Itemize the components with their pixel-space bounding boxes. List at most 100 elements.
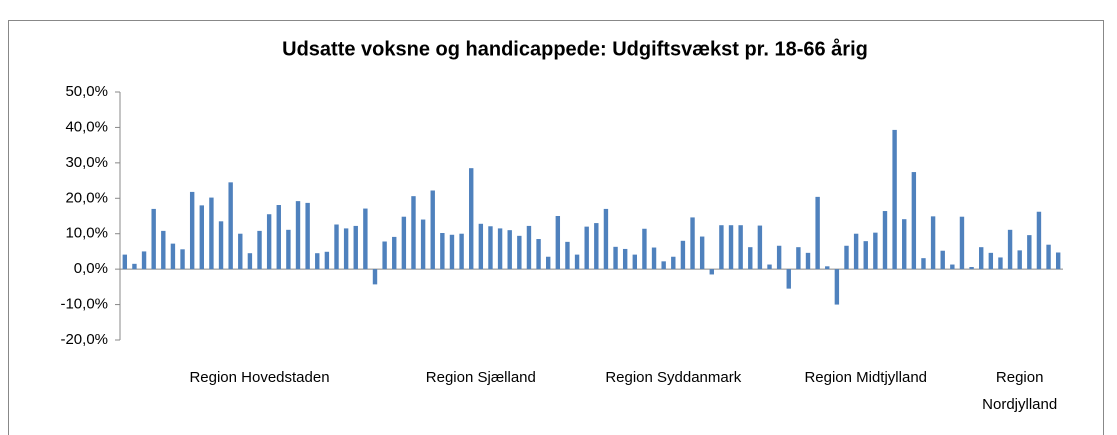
bar [517, 235, 522, 270]
bar [440, 233, 445, 270]
bar [545, 256, 551, 270]
bar [189, 191, 195, 270]
bar [218, 221, 224, 270]
bar [122, 254, 128, 270]
bar [305, 202, 310, 270]
y-tick-label: 40,0% [65, 118, 108, 135]
bar [796, 247, 801, 270]
bar [401, 216, 407, 270]
bar [372, 269, 378, 285]
bar [632, 254, 638, 270]
bar [902, 219, 907, 270]
bar [507, 230, 512, 270]
bar [873, 232, 878, 270]
bar [132, 263, 137, 270]
bar [699, 236, 705, 270]
bar [488, 226, 493, 270]
bar [478, 223, 484, 270]
x-tick-label: Region Sjælland [425, 369, 536, 386]
bar [555, 216, 561, 270]
bar [151, 208, 156, 270]
bar [680, 240, 686, 270]
bar [757, 225, 763, 270]
bar [286, 229, 291, 270]
bar [834, 269, 840, 305]
bar [748, 247, 753, 270]
y-tick-label: 20,0% [65, 189, 108, 206]
bar [786, 269, 791, 289]
bar [459, 233, 464, 270]
bar [728, 225, 734, 270]
bar [363, 208, 368, 270]
x-tick-label: Region Nordjylland [982, 369, 1058, 413]
bar [141, 251, 147, 270]
bar [276, 205, 281, 270]
bar [853, 233, 859, 270]
bar [295, 201, 301, 270]
bar [709, 269, 714, 275]
bar [411, 196, 416, 270]
bar [382, 241, 387, 270]
bar [613, 246, 618, 270]
bar [536, 239, 541, 270]
bar [988, 252, 994, 270]
bar [969, 267, 974, 270]
bar [209, 197, 214, 270]
bar [622, 248, 628, 270]
bar [1046, 244, 1051, 270]
bar [1027, 235, 1032, 270]
bar [238, 233, 243, 270]
bar [430, 190, 435, 270]
bar [565, 241, 570, 270]
bar [469, 168, 474, 270]
bar [815, 196, 820, 270]
bar [882, 211, 888, 270]
bar [180, 249, 185, 270]
y-tick-label: 30,0% [65, 154, 108, 171]
bar [911, 172, 917, 270]
bar [594, 223, 599, 270]
bar [998, 257, 1003, 270]
bar [719, 225, 724, 270]
y-tick-label: 50,0% [65, 83, 108, 100]
bar [497, 228, 503, 270]
bar [392, 236, 397, 270]
x-tick-label: Region Midtjylland [804, 369, 928, 386]
bar [940, 250, 945, 270]
bar [805, 252, 811, 270]
bar [767, 264, 772, 270]
x-tick-label: Region Hovedstaden [189, 369, 330, 386]
bar [199, 205, 204, 270]
bar [950, 264, 955, 270]
bar [825, 266, 830, 270]
bar [738, 225, 743, 270]
bar [315, 253, 320, 270]
bar [1036, 211, 1042, 270]
bar [526, 225, 532, 270]
bar [671, 256, 676, 270]
bar [959, 216, 965, 270]
bar [334, 224, 339, 270]
bar [343, 228, 349, 270]
bar [863, 241, 868, 270]
bar [574, 254, 580, 270]
x-tick-label: Region Syddanmark [605, 369, 742, 386]
bar [603, 208, 609, 270]
bar [661, 261, 666, 270]
bar [844, 245, 849, 270]
chart-border [8, 20, 1104, 435]
y-tick-label: 0,0% [74, 260, 108, 277]
chart-title: Udsatte voksne og handicappede: Udgiftsv… [282, 37, 868, 60]
bar [892, 129, 897, 270]
bar [161, 230, 166, 270]
bar [584, 226, 589, 270]
bar [420, 219, 426, 270]
bar [690, 217, 695, 270]
bar [651, 247, 657, 270]
y-tick-label: -10,0% [60, 296, 108, 313]
y-tick-label: -20,0% [60, 331, 108, 348]
bar [930, 216, 936, 270]
bar [353, 225, 358, 270]
